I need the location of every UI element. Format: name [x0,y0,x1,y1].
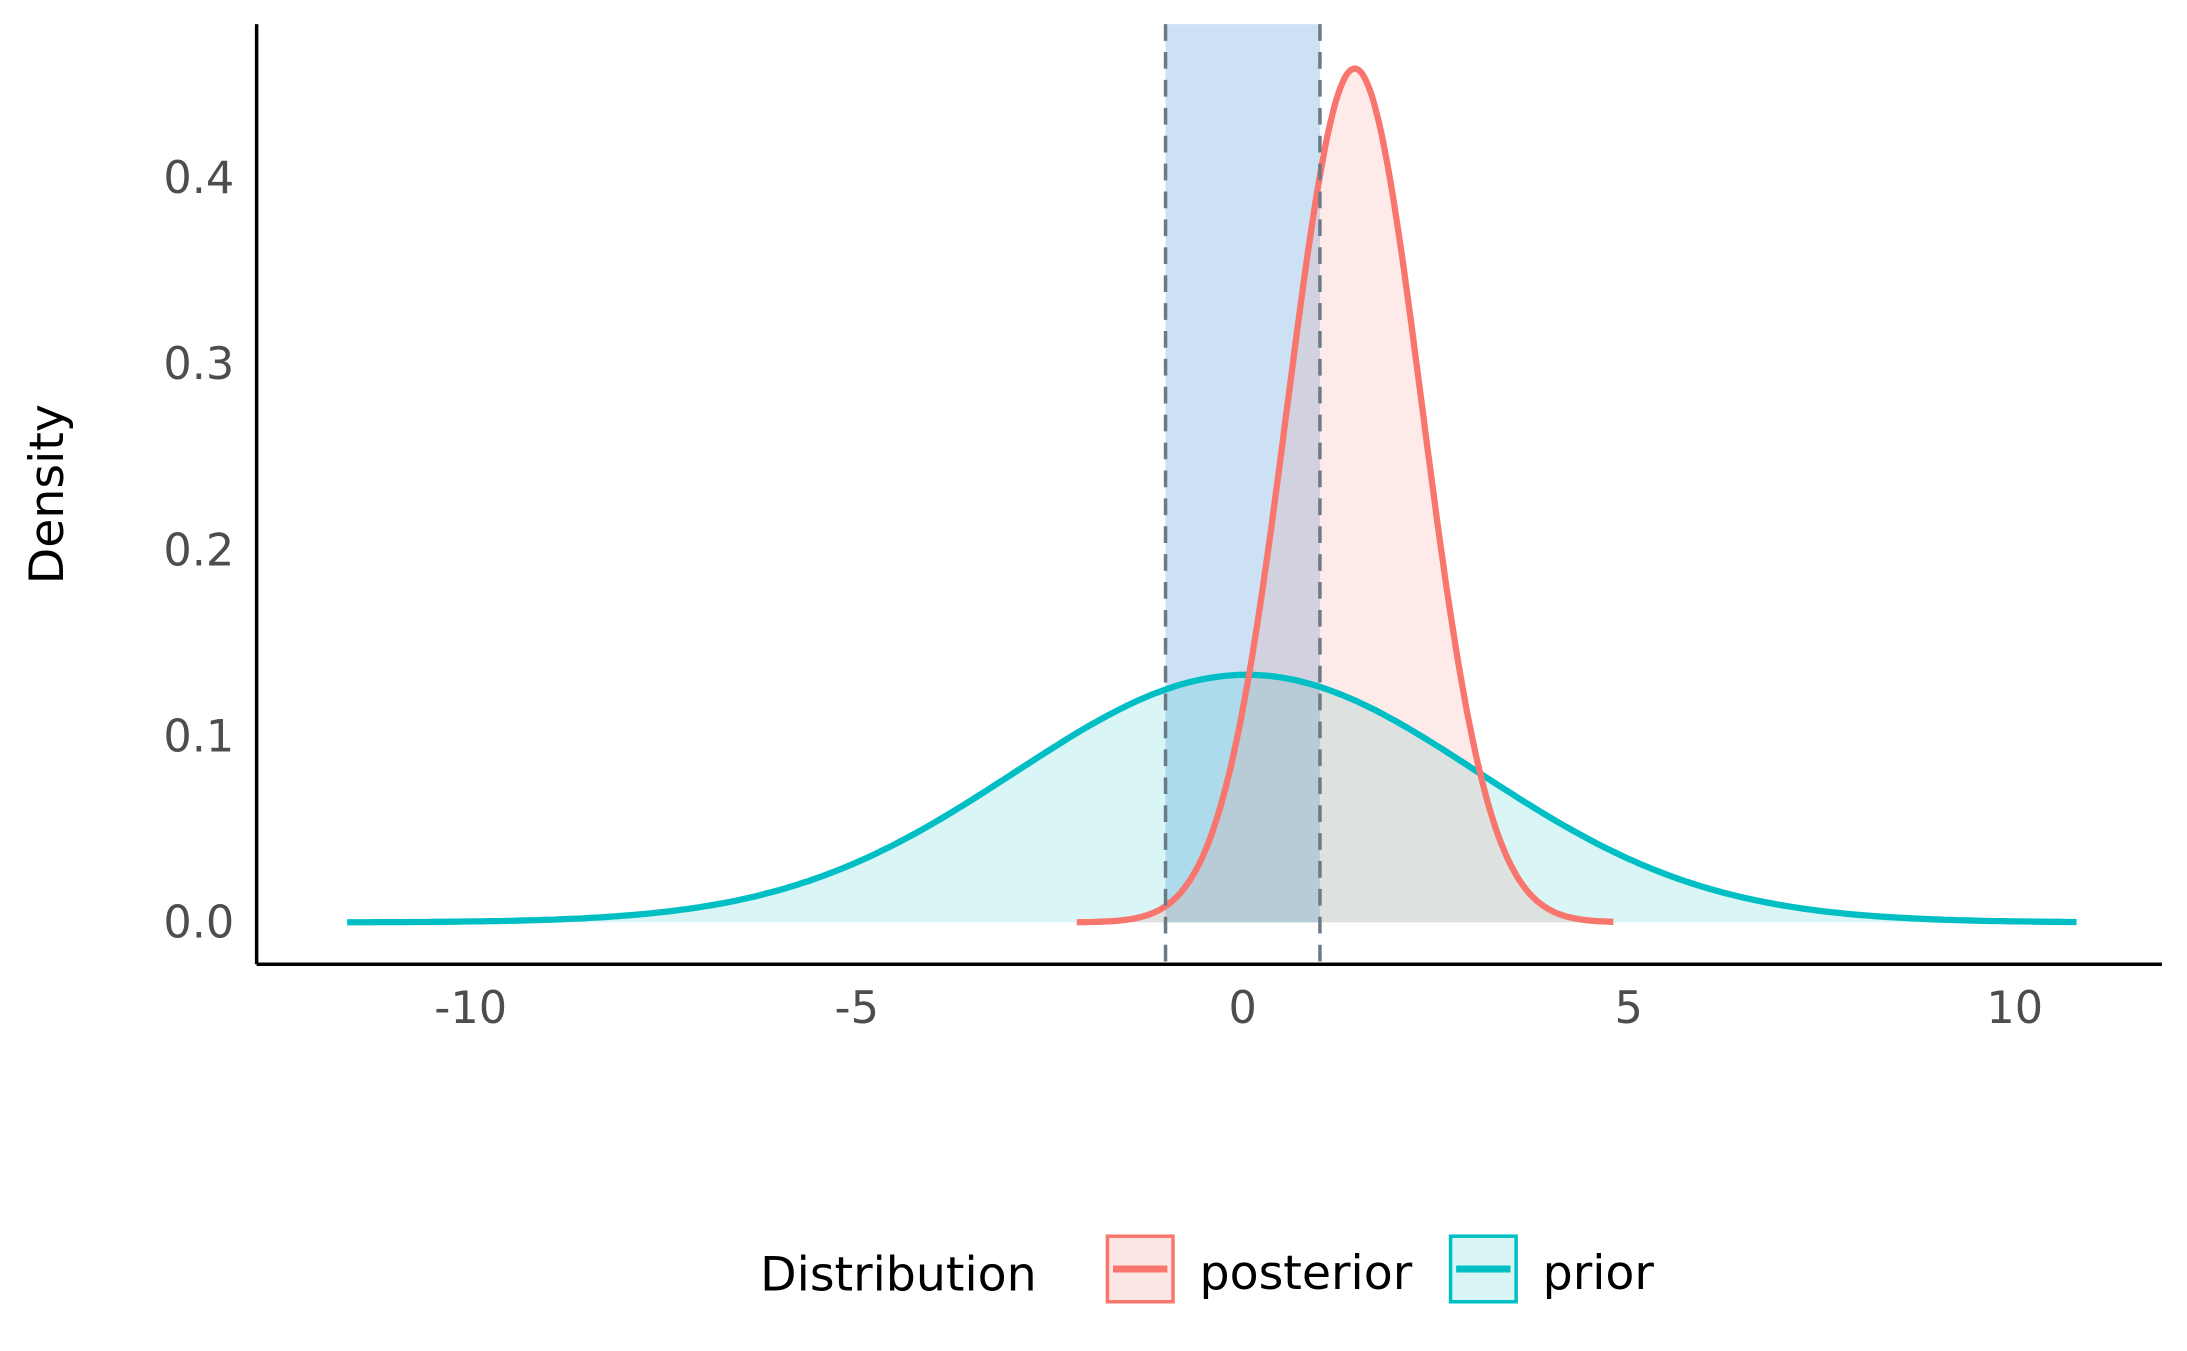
x-tick-label: -10 [434,982,507,1034]
y-axis-title: Density [20,404,75,584]
legend: Distribution posterior prior [760,1234,1655,1304]
y-tick-labels: 0.0 0.1 0.2 0.3 0.4 [163,152,234,949]
y-tick-label: 0.1 [163,711,234,763]
legend-title: Distribution [760,1248,1037,1303]
x-tick-labels: -10 -5 0 5 10 [434,982,2043,1034]
y-tick-label: 0.2 [163,524,234,576]
prior-density-line [347,671,2077,926]
x-tick-label: 5 [1615,982,1643,1034]
interval-lines [1163,24,1322,965]
interval-band-layer [1165,24,1320,923]
y-tick-label: 0.3 [163,338,234,390]
legend-key-prior[interactable]: prior [1448,1234,1655,1304]
density-lines [347,65,2077,926]
legend-label-prior: prior [1543,1246,1655,1301]
posterior-density-fill [1076,68,1614,923]
x-tick-label: -5 [834,982,879,1034]
legend-label-posterior: posterior [1200,1246,1413,1301]
y-tick-label: 0.0 [163,897,234,949]
legend-key-posterior[interactable]: posterior [1105,1234,1413,1304]
y-tick-label: 0.4 [163,152,234,204]
x-tick-label: 10 [1986,982,2043,1034]
posterior-density-line [1076,65,1614,926]
prior-density-fill [347,674,2077,923]
density-fills [347,68,2077,923]
credible-interval-band [1165,24,1320,923]
x-tick-label: 0 [1229,982,1257,1034]
